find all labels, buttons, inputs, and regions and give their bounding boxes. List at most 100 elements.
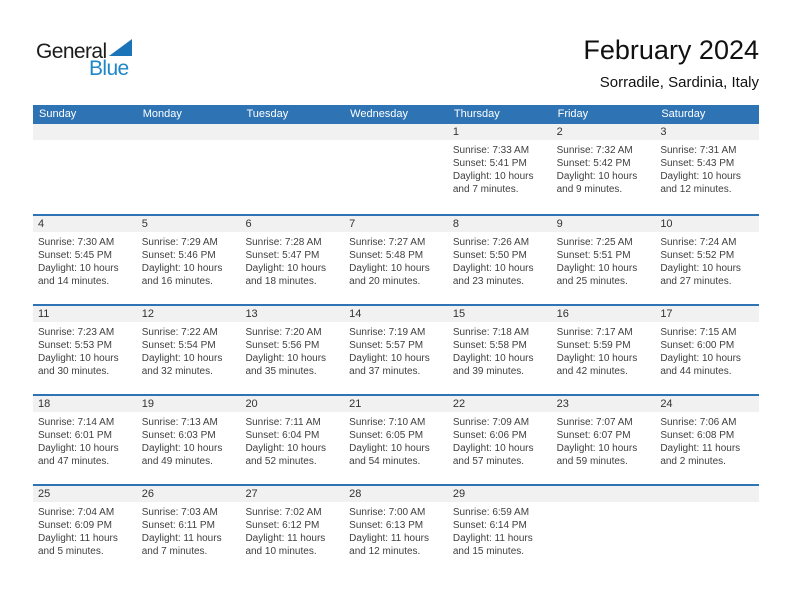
daylight-text-line2: and 5 minutes.: [38, 546, 104, 557]
day-info: Sunrise: 7:25 AM Sunset: 5:51 PM Dayligh…: [552, 232, 656, 288]
sunrise-text: Sunrise: 7:33 AM: [452, 145, 530, 156]
day-cell: 29 Sunrise: 6:59 AM Sunset: 6:14 PM Dayl…: [447, 486, 552, 574]
day-info: [552, 502, 656, 506]
sunrise-text: Sunrise: 7:25 AM: [556, 237, 633, 248]
sunset-text: Sunset: 5:41 PM: [452, 158, 527, 169]
day-number: 8: [447, 216, 552, 232]
logo-text-general: General: [36, 40, 107, 63]
day-info: [344, 140, 448, 144]
week-row: 18 Sunrise: 7:14 AM Sunset: 6:01 PM Dayl…: [33, 394, 760, 484]
day-number: 28: [344, 486, 448, 502]
day-cell: 5 Sunrise: 7:29 AM Sunset: 5:46 PM Dayli…: [136, 216, 241, 304]
day-cell: 24 Sunrise: 7:06 AM Sunset: 6:08 PM Dayl…: [655, 396, 760, 484]
day-number: 25: [33, 486, 137, 502]
day-cell: 25 Sunrise: 7:04 AM Sunset: 6:09 PM Dayl…: [33, 486, 137, 574]
day-info: Sunrise: 7:14 AM Sunset: 6:01 PM Dayligh…: [33, 412, 137, 468]
day-number: 10: [655, 216, 760, 232]
sunset-text: Sunset: 5:50 PM: [452, 250, 527, 261]
sunset-text: Sunset: 6:14 PM: [452, 520, 527, 531]
sunrise-text: Sunrise: 7:03 AM: [141, 507, 218, 518]
day-number: 1: [447, 124, 552, 140]
daylight-text-line1: Daylight: 11 hours: [349, 533, 430, 544]
day-number: [33, 124, 137, 140]
sunrise-text: Sunrise: 7:04 AM: [38, 507, 115, 518]
daylight-text-line1: Daylight: 11 hours: [245, 533, 326, 544]
sunrise-text: Sunrise: 7:13 AM: [141, 417, 218, 428]
daylight-text-line2: and 10 minutes.: [245, 546, 317, 557]
sunset-text: Sunset: 6:12 PM: [245, 520, 320, 531]
sunrise-text: Sunrise: 7:32 AM: [556, 145, 633, 156]
sunset-text: Sunset: 6:01 PM: [38, 430, 112, 441]
sunset-text: Sunset: 5:54 PM: [141, 340, 216, 351]
day-info: Sunrise: 7:13 AM Sunset: 6:03 PM Dayligh…: [137, 412, 241, 468]
day-info: Sunrise: 7:03 AM Sunset: 6:11 PM Dayligh…: [137, 502, 241, 558]
daylight-text-line1: Daylight: 10 hours: [556, 263, 638, 274]
sunset-text: Sunset: 5:48 PM: [349, 250, 424, 261]
day-cell: 18 Sunrise: 7:14 AM Sunset: 6:01 PM Dayl…: [33, 396, 137, 484]
day-cell: 20 Sunrise: 7:11 AM Sunset: 6:04 PM Dayl…: [240, 396, 345, 484]
day-info: Sunrise: 7:22 AM Sunset: 5:54 PM Dayligh…: [137, 322, 241, 378]
sunset-text: Sunset: 5:59 PM: [556, 340, 631, 351]
sunrise-text: Sunrise: 7:26 AM: [452, 237, 530, 248]
day-number: 19: [136, 396, 241, 412]
page-subtitle: Sorradile, Sardinia, Italy: [599, 73, 759, 91]
day-number: 20: [240, 396, 345, 412]
sunrise-text: Sunrise: 7:00 AM: [349, 507, 426, 518]
day-number: 17: [655, 306, 760, 322]
day-info: Sunrise: 7:28 AM Sunset: 5:47 PM Dayligh…: [240, 232, 344, 288]
daylight-text-line1: Daylight: 10 hours: [141, 263, 223, 274]
sunrise-text: Sunrise: 7:17 AM: [556, 327, 633, 338]
sunrise-text: Sunrise: 7:31 AM: [660, 145, 737, 156]
daylight-text-line2: and 23 minutes.: [452, 276, 525, 287]
day-cell: 19 Sunrise: 7:13 AM Sunset: 6:03 PM Dayl…: [136, 396, 241, 484]
day-cell: 14 Sunrise: 7:19 AM Sunset: 5:57 PM Dayl…: [344, 306, 448, 394]
day-info: Sunrise: 7:10 AM Sunset: 6:05 PM Dayligh…: [344, 412, 448, 468]
day-info: Sunrise: 7:18 AM Sunset: 5:58 PM Dayligh…: [448, 322, 552, 378]
daylight-text-line1: Daylight: 10 hours: [349, 443, 430, 454]
sunset-text: Sunset: 6:07 PM: [556, 430, 631, 441]
day-number: 27: [240, 486, 345, 502]
sunset-text: Sunset: 5:52 PM: [660, 250, 735, 261]
daylight-text-line1: Daylight: 10 hours: [245, 263, 327, 274]
day-info: Sunrise: 7:17 AM Sunset: 5:59 PM Dayligh…: [552, 322, 656, 378]
daylight-text-line2: and 12 minutes.: [349, 546, 421, 557]
daylight-text-line1: Daylight: 10 hours: [38, 443, 119, 454]
day-cell: 3 Sunrise: 7:31 AM Sunset: 5:43 PM Dayli…: [655, 124, 760, 214]
day-cell: 1 Sunrise: 7:33 AM Sunset: 5:41 PM Dayli…: [447, 124, 552, 214]
daylight-text-line2: and 52 minutes.: [245, 456, 317, 467]
day-info: Sunrise: 7:27 AM Sunset: 5:48 PM Dayligh…: [344, 232, 448, 288]
daylight-text-line2: and 14 minutes.: [38, 276, 110, 287]
sunrise-text: Sunrise: 7:29 AM: [141, 237, 218, 248]
sunrise-text: Sunrise: 7:06 AM: [660, 417, 737, 428]
day-cell: 9 Sunrise: 7:25 AM Sunset: 5:51 PM Dayli…: [551, 216, 656, 304]
daylight-text-line1: Daylight: 10 hours: [141, 353, 223, 364]
sunrise-text: Sunrise: 7:27 AM: [349, 237, 426, 248]
daylight-text-line2: and 47 minutes.: [38, 456, 110, 467]
day-number: 14: [344, 306, 448, 322]
day-info: Sunrise: 7:11 AM Sunset: 6:04 PM Dayligh…: [240, 412, 344, 468]
day-cell: 23 Sunrise: 7:07 AM Sunset: 6:07 PM Dayl…: [551, 396, 656, 484]
daylight-text-line1: Daylight: 11 hours: [38, 533, 118, 544]
weekday-label: Tuesday: [246, 108, 289, 120]
daylight-text-line1: Daylight: 10 hours: [141, 443, 223, 454]
sunset-text: Sunset: 5:46 PM: [141, 250, 216, 261]
day-cell: 21 Sunrise: 7:10 AM Sunset: 6:05 PM Dayl…: [344, 396, 448, 484]
sunrise-text: Sunrise: 7:11 AM: [245, 417, 321, 428]
day-info: Sunrise: 7:02 AM Sunset: 6:12 PM Dayligh…: [240, 502, 344, 558]
day-number: 23: [551, 396, 656, 412]
day-number: 16: [551, 306, 656, 322]
day-info: Sunrise: 7:20 AM Sunset: 5:56 PM Dayligh…: [240, 322, 344, 378]
daylight-text-line1: Daylight: 10 hours: [452, 263, 534, 274]
daylight-text-line2: and 37 minutes.: [349, 366, 421, 377]
day-number: 2: [551, 124, 656, 140]
day-cell: 22 Sunrise: 7:09 AM Sunset: 6:06 PM Dayl…: [447, 396, 552, 484]
daylight-text-line2: and 18 minutes.: [245, 276, 317, 287]
sunrise-text: Sunrise: 7:02 AM: [245, 507, 322, 518]
week-row: 4 Sunrise: 7:30 AM Sunset: 5:45 PM Dayli…: [33, 214, 760, 304]
daylight-text-line1: Daylight: 10 hours: [556, 353, 638, 364]
sunset-text: Sunset: 6:00 PM: [660, 340, 735, 351]
day-number: 22: [447, 396, 552, 412]
day-cell: 26 Sunrise: 7:03 AM Sunset: 6:11 PM Dayl…: [136, 486, 241, 574]
calendar-grid: 1 Sunrise: 7:33 AM Sunset: 5:41 PM Dayli…: [33, 124, 760, 574]
day-cell: 28 Sunrise: 7:00 AM Sunset: 6:13 PM Dayl…: [344, 486, 448, 574]
